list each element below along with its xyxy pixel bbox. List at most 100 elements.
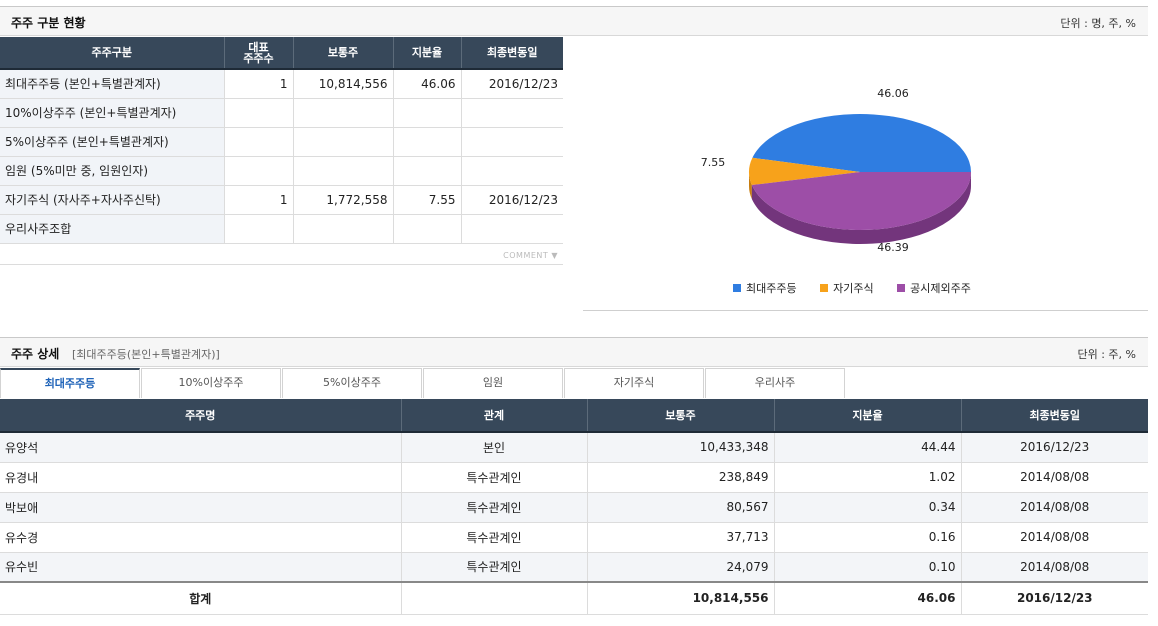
summary-row-label: 자기주식 (자사주+자사주신탁): [0, 185, 225, 215]
summary-title: 주주 구분 현황: [11, 16, 86, 30]
tab-10pct[interactable]: 10%이상주주: [141, 368, 281, 398]
shareholder-shares: 10,433,348: [587, 432, 775, 463]
summary-row-date: 2016/12/23: [461, 185, 563, 215]
col-header-ratio: 지분율: [393, 37, 462, 70]
summary-row: 자기주식 (자사주+자사주신탁) 1 1,772,558 7.55 2016/12/23: [0, 185, 563, 215]
shareholder-ratio: 44.44: [774, 432, 962, 463]
summary-row-ratio: [393, 127, 462, 157]
chevron-down-icon: ▼: [551, 251, 558, 260]
legend-label-largest: 최대주주등: [746, 282, 797, 295]
pie-data-label: 7.55: [701, 156, 726, 169]
shareholder-shares: 238,849: [587, 462, 775, 493]
col-header-name: 주주명: [0, 399, 402, 433]
summary-row: 10%이상주주 (본인+특별관계자): [0, 98, 563, 128]
col-header-shares: 보통주: [587, 399, 775, 433]
summary-row-count: 1: [224, 185, 294, 215]
pie-data-label: 46.39: [877, 241, 909, 254]
table-row: 유양석 본인 10,433,348 44.44 2016/12/23: [0, 432, 1148, 463]
comment-toggle[interactable]: COMMENT ▼: [503, 251, 558, 260]
col-header-last-change: 최종변동일: [461, 37, 563, 70]
shareholder-name: 유양석: [0, 432, 402, 463]
shareholder-name: 박보애: [0, 492, 402, 523]
summary-row-label: 우리사주조합: [0, 214, 225, 244]
summary-row-shares: [293, 156, 394, 186]
summary-row-ratio: 7.55: [393, 185, 462, 215]
summary-row-label: 임원 (5%미만 중, 임원인자): [0, 156, 225, 186]
detail-unit: 단위 : 주, %: [1077, 348, 1136, 361]
summary-row-label: 5%이상주주 (본인+특별관계자): [0, 127, 225, 157]
legend-swatch: [820, 284, 829, 292]
shareholder-date: 2014/08/08: [961, 462, 1148, 493]
summary-row-shares: [293, 98, 394, 128]
summary-row-shares: 1,772,558: [293, 185, 394, 215]
legend-item-treasury: 자기주식: [820, 280, 874, 296]
detail-section-header: 주주 상세 [최대주주등(본인+특별관계자)] 단위 : 주, %: [0, 337, 1148, 367]
table-row: 유수빈 특수관계인 24,079 0.10 2014/08/08: [0, 552, 1148, 583]
total-date: 2016/12/23: [961, 581, 1148, 615]
pie-chart: 46.06 7.55 46.39: [701, 87, 971, 254]
tab-5pct[interactable]: 5%이상주주: [282, 368, 422, 398]
shareholder-date: 2014/08/08: [961, 552, 1148, 583]
shareholder-name: 유경내: [0, 462, 402, 493]
table-row: 유수경 특수관계인 37,713 0.16 2014/08/08: [0, 522, 1148, 553]
summary-row-date: [461, 156, 563, 186]
summary-row-count: [224, 98, 294, 128]
tab-treasury[interactable]: 자기주식: [564, 368, 704, 398]
comment-bar: COMMENT ▼: [0, 248, 563, 265]
summary-row: 5%이상주주 (본인+특별관계자): [0, 127, 563, 157]
pie-slice: [749, 157, 860, 186]
summary-row-ratio: [393, 156, 462, 186]
total-row: 합계 10,814,556 46.06 2016/12/23: [0, 581, 1148, 615]
shareholder-tabs: 최대주주등 10%이상주주 5%이상주주 임원 자기주식 우리사주: [0, 368, 1148, 399]
chart-legend: 최대주주등 자기주식 공시제외주주: [733, 280, 991, 296]
col-header-date: 최종변동일: [961, 399, 1148, 433]
pie-slice-side: [749, 172, 752, 200]
shareholder-shares: 24,079: [587, 552, 775, 583]
shareholder-relation: 특수관계인: [401, 522, 588, 553]
shareholder-relation: 특수관계인: [401, 462, 588, 493]
summary-row-shares: [293, 214, 394, 244]
shareholder-name: 유수빈: [0, 552, 402, 583]
table-row: 박보애 특수관계인 80,567 0.34 2014/08/08: [0, 492, 1148, 523]
pie-slice: [751, 172, 971, 230]
summary-row-shares: 10,814,556: [293, 69, 394, 99]
table-row: 유경내 특수관계인 238,849 1.02 2014/08/08: [0, 462, 1148, 493]
shareholder-ratio: 0.16: [774, 522, 962, 553]
detail-title: 주주 상세: [11, 347, 60, 361]
tab-employee[interactable]: 우리사주: [705, 368, 845, 398]
shareholder-ratio: 0.34: [774, 492, 962, 523]
summary-row-label: 10%이상주주 (본인+특별관계자): [0, 98, 225, 128]
pie-chart-panel: 46.06 7.55 46.39 최대주주등 자기주식 공시제외주주: [583, 37, 1148, 311]
shareholder-detail-table: 주주명 관계 보통주 지분율 최종변동일 유양석 본인 10,433,348 44.4…: [0, 399, 1148, 615]
col-header-relation: 관계: [401, 399, 588, 433]
total-relation-empty: [401, 581, 588, 615]
legend-swatch: [733, 284, 741, 292]
legend-label-treasury: 자기주식: [833, 282, 874, 295]
summary-row-ratio: 46.06: [393, 69, 462, 99]
summary-row-date: 2016/12/23: [461, 69, 563, 99]
rep-count-line1: 대표: [248, 40, 269, 54]
summary-row-date: [461, 98, 563, 128]
shareholder-summary-table: 주주구분 대표 주주수 보통주 지분율 최종변동일 최대주주등 (본인+특별관계자…: [0, 37, 563, 244]
summary-row-count: [224, 214, 294, 244]
legend-item-other: 공시제외주주: [897, 280, 971, 296]
col-header-category: 주주구분: [0, 37, 225, 70]
col-header-ratio: 지분율: [774, 399, 962, 433]
summary-unit: 단위 : 명, 주, %: [1060, 17, 1136, 30]
summary-row-date: [461, 214, 563, 244]
rep-count-line2: 주주수: [243, 51, 274, 65]
shareholder-shares: 37,713: [587, 522, 775, 553]
tab-executives[interactable]: 임원: [423, 368, 563, 398]
summary-row: 우리사주조합: [0, 214, 563, 244]
shareholder-date: 2014/08/08: [961, 492, 1148, 523]
tab-largest[interactable]: 최대주주등: [0, 368, 140, 398]
col-header-rep-count: 대표 주주수: [224, 37, 294, 70]
summary-row-ratio: [393, 98, 462, 128]
pie-data-label: 46.06: [877, 87, 909, 100]
total-shares: 10,814,556: [587, 581, 775, 615]
comment-label: COMMENT: [503, 251, 549, 260]
summary-row-ratio: [393, 214, 462, 244]
summary-row-label: 최대주주등 (본인+특별관계자): [0, 69, 225, 99]
summary-section-header: 주주 구분 현황 단위 : 명, 주, %: [0, 6, 1148, 36]
summary-row: 최대주주등 (본인+특별관계자) 1 10,814,556 46.06 2016/12/…: [0, 69, 563, 99]
